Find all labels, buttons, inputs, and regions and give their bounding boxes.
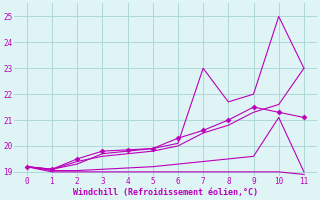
X-axis label: Windchill (Refroidissement éolien,°C): Windchill (Refroidissement éolien,°C) bbox=[73, 188, 258, 197]
